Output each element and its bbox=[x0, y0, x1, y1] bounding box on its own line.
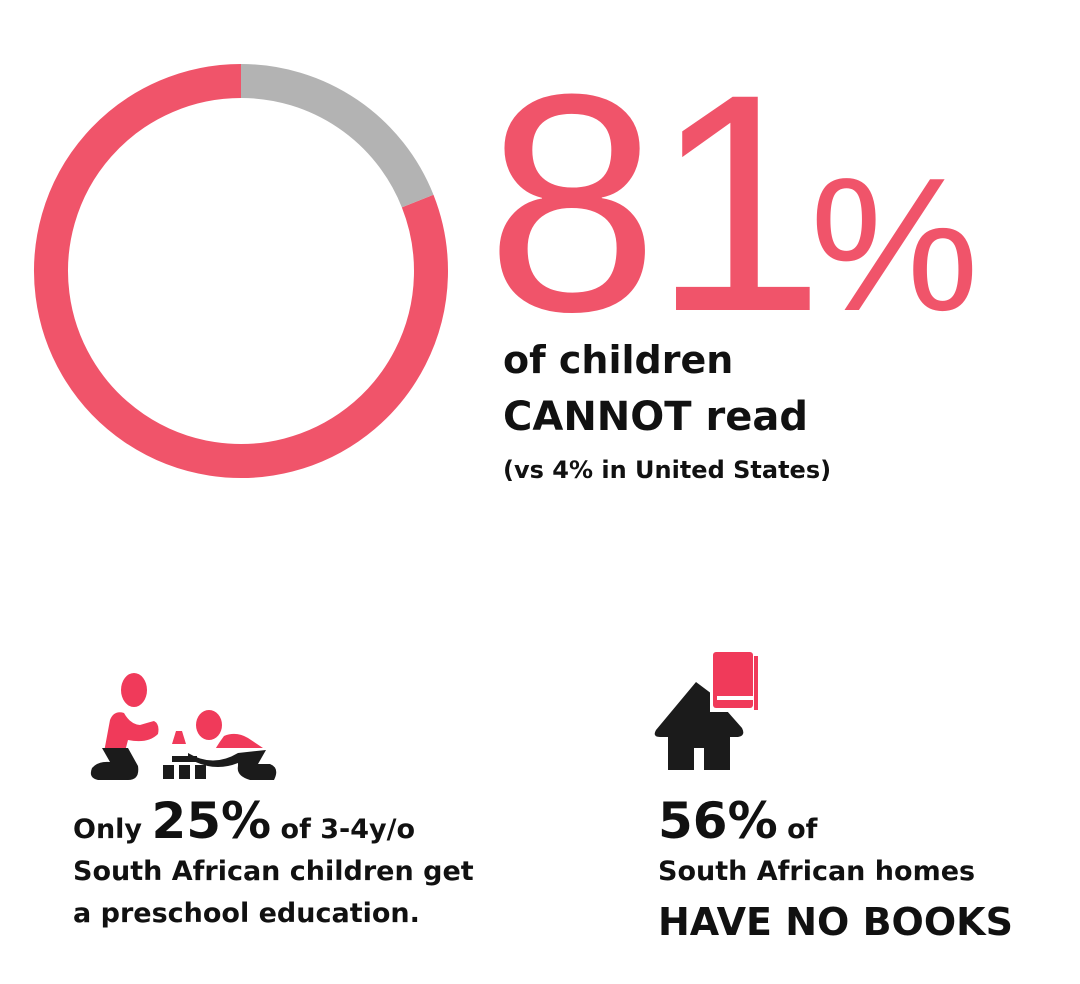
headline-line3: (vs 4% in United States) bbox=[503, 456, 832, 484]
donut-chart bbox=[34, 64, 448, 478]
children-playing-blocks-icon bbox=[90, 673, 277, 780]
preschool-line2: South African children get bbox=[73, 856, 474, 887]
books-suffix: of bbox=[787, 814, 818, 845]
headline-unit: % bbox=[810, 139, 979, 351]
house-with-book-icon bbox=[654, 652, 760, 770]
preschool-suffix: of 3-4y/o bbox=[280, 814, 416, 845]
books-stat: 56% of South African homes HAVE NO BOOKS bbox=[658, 796, 1013, 951]
preschool-stat: Only 25% of 3-4y/o South African childre… bbox=[73, 796, 474, 935]
headline-value: 81 bbox=[486, 29, 825, 376]
preschool-line3: a preschool education. bbox=[73, 898, 420, 929]
headline-line2: CANNOT read bbox=[503, 394, 808, 440]
books-value: 56% bbox=[658, 792, 778, 850]
preschool-prefix: Only bbox=[73, 814, 143, 845]
donut-slice-primary bbox=[34, 64, 448, 478]
headline-line1: of children bbox=[503, 338, 734, 382]
books-line2: South African homes bbox=[658, 856, 976, 887]
preschool-value: 25% bbox=[151, 792, 272, 850]
donut-slice-remainder bbox=[240, 64, 434, 208]
books-line3: HAVE NO BOOKS bbox=[658, 900, 1013, 944]
